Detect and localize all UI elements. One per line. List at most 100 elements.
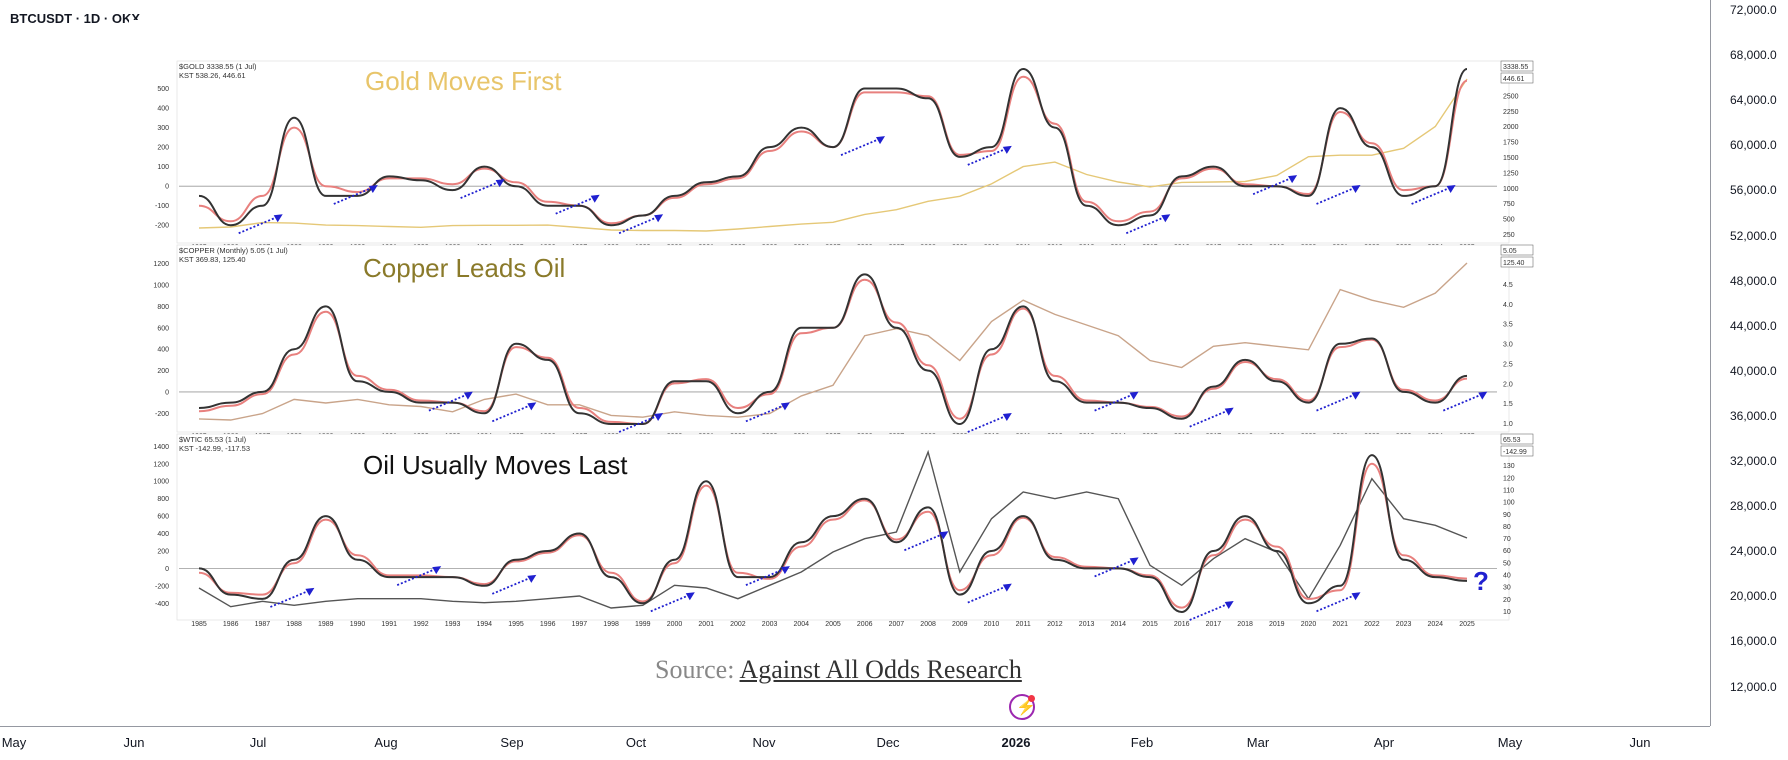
year-tick-label: 2001 [698, 621, 714, 628]
signal-arrowhead [590, 194, 600, 203]
signal-arrowhead [939, 531, 949, 540]
value-badge [1500, 256, 1534, 268]
value-badge [1500, 244, 1534, 256]
price-tick: 56,000.0 [1730, 183, 1777, 198]
right-tick-label: 2.0 [1503, 381, 1513, 388]
right-tick-label: 4.0 [1503, 302, 1513, 309]
right-tick-label: 2250 [1503, 109, 1519, 116]
signal-arrowhead [654, 214, 664, 223]
price-tick: 24,000.0 [1730, 544, 1777, 559]
panel-title: Copper Leads Oil [363, 253, 565, 283]
left-tick-label: -200 [155, 411, 169, 418]
signal-arrow [745, 404, 785, 423]
signal-arrow [491, 404, 531, 423]
value-badge [1500, 433, 1534, 445]
signal-arrowhead [463, 391, 473, 400]
signal-arrowhead [1478, 391, 1488, 400]
signal-arrowhead [654, 413, 664, 421]
year-tick-label: 2025 [1459, 621, 1475, 628]
time-tick: Jun [123, 735, 145, 750]
left-tick-label: 1000 [153, 479, 169, 486]
signal-arrow [555, 196, 595, 215]
right-tick-label: 250 [1503, 232, 1515, 239]
signal-arrowhead [1288, 175, 1298, 184]
time-axis[interactable] [0, 726, 1710, 760]
left-tick-label: 600 [157, 325, 169, 332]
price-series-line [198, 262, 1468, 421]
right-tick-label: 3.0 [1503, 342, 1513, 349]
kst-chart: 5004003002001000-100-2002750250022502000… [153, 60, 1534, 628]
value-badge-label: 65.53 [1503, 437, 1521, 444]
left-tick-label: 1000 [153, 283, 169, 290]
value-badge-label: -142.99 [1503, 449, 1527, 456]
year-tick-label: 2020 [1301, 621, 1317, 628]
notification-dot-icon [1028, 695, 1035, 702]
year-tick-label: 2008 [920, 621, 936, 628]
year-tick-label: 2014 [1111, 621, 1127, 628]
right-tick-label: 1500 [1503, 155, 1519, 162]
time-tick: Mar [1246, 735, 1270, 750]
signal-arrow [428, 393, 468, 412]
left-tick-label: 300 [157, 125, 169, 132]
panel-title: Oil Usually Moves Last [363, 450, 628, 480]
price-tick: 16,000.0 [1730, 634, 1777, 649]
year-tick-label: 2009 [952, 621, 968, 628]
legend-kst: KST 369.83, 125.40 [179, 255, 246, 264]
signal-arrow [967, 148, 1007, 166]
right-tick-label: 2000 [1503, 124, 1519, 131]
time-tick: Feb [1130, 735, 1154, 750]
right-tick-label: 10 [1503, 609, 1511, 616]
year-tick-label: 2007 [889, 621, 905, 628]
right-tick-label: 90 [1503, 512, 1511, 519]
time-tick: Oct [625, 735, 647, 750]
signal-arrowhead [527, 402, 537, 411]
year-tick-label: 1989 [318, 621, 334, 628]
right-tick-label: 1000 [1503, 186, 1519, 193]
year-tick-label: 2012 [1047, 621, 1063, 628]
left-tick-label: 1400 [153, 444, 169, 451]
right-tick-label: 1250 [1503, 170, 1519, 177]
right-tick-label: 60 [1503, 548, 1511, 555]
tradingview-logo-icon[interactable]: ⚡ [1009, 694, 1036, 720]
right-tick-label: 40 [1503, 573, 1511, 580]
year-tick-label: 2017 [1206, 621, 1222, 628]
question-mark-annotation: ? [1473, 566, 1489, 596]
price-axis[interactable] [1710, 0, 1788, 726]
signal-arrowhead [1224, 407, 1234, 416]
value-badge-label: 5.05 [1503, 248, 1517, 255]
signal-arrow [333, 187, 373, 205]
signal-arrowhead [780, 402, 790, 411]
legend-price: $GOLD 3338.55 (1 Jul) [179, 62, 257, 71]
year-tick-label: 1993 [445, 621, 461, 628]
price-tick: 28,000.0 [1730, 499, 1777, 514]
right-tick-label: 4.5 [1503, 282, 1513, 289]
right-tick-label: 750 [1503, 201, 1515, 208]
left-tick-label: 1200 [153, 261, 169, 268]
left-tick-label: 200 [157, 145, 169, 152]
price-tick: 48,000.0 [1730, 273, 1777, 288]
price-tick: 64,000.0 [1730, 93, 1777, 108]
right-tick-label: 50 [1503, 560, 1511, 567]
signal-arrow [1189, 409, 1229, 428]
signal-arrow [1316, 187, 1355, 205]
year-tick-label: 2000 [667, 621, 683, 628]
value-badge-label: 3338.55 [1503, 64, 1528, 71]
year-tick-label: 1998 [603, 621, 619, 628]
year-tick-label: 1988 [286, 621, 302, 628]
signal-arrow [618, 216, 658, 235]
source-link[interactable]: Against All Odds Research [739, 655, 1022, 684]
price-series-line [198, 449, 1468, 609]
right-tick-label: 30 [1503, 585, 1511, 592]
right-tick-label: 110 [1503, 487, 1514, 494]
left-tick-label: 0 [165, 389, 169, 396]
signal-arrow [460, 181, 499, 199]
year-tick-label: 1985 [191, 621, 207, 628]
signal-arrowhead [1002, 413, 1012, 421]
value-badge [1500, 445, 1534, 457]
right-tick-label: 3.5 [1503, 322, 1513, 329]
year-tick-label: 2022 [1364, 621, 1380, 628]
signal-arrowhead [1446, 184, 1456, 193]
signal-arrowhead [1351, 391, 1361, 400]
year-tick-label: 2010 [984, 621, 1000, 628]
year-tick-label: 2015 [1142, 621, 1158, 628]
